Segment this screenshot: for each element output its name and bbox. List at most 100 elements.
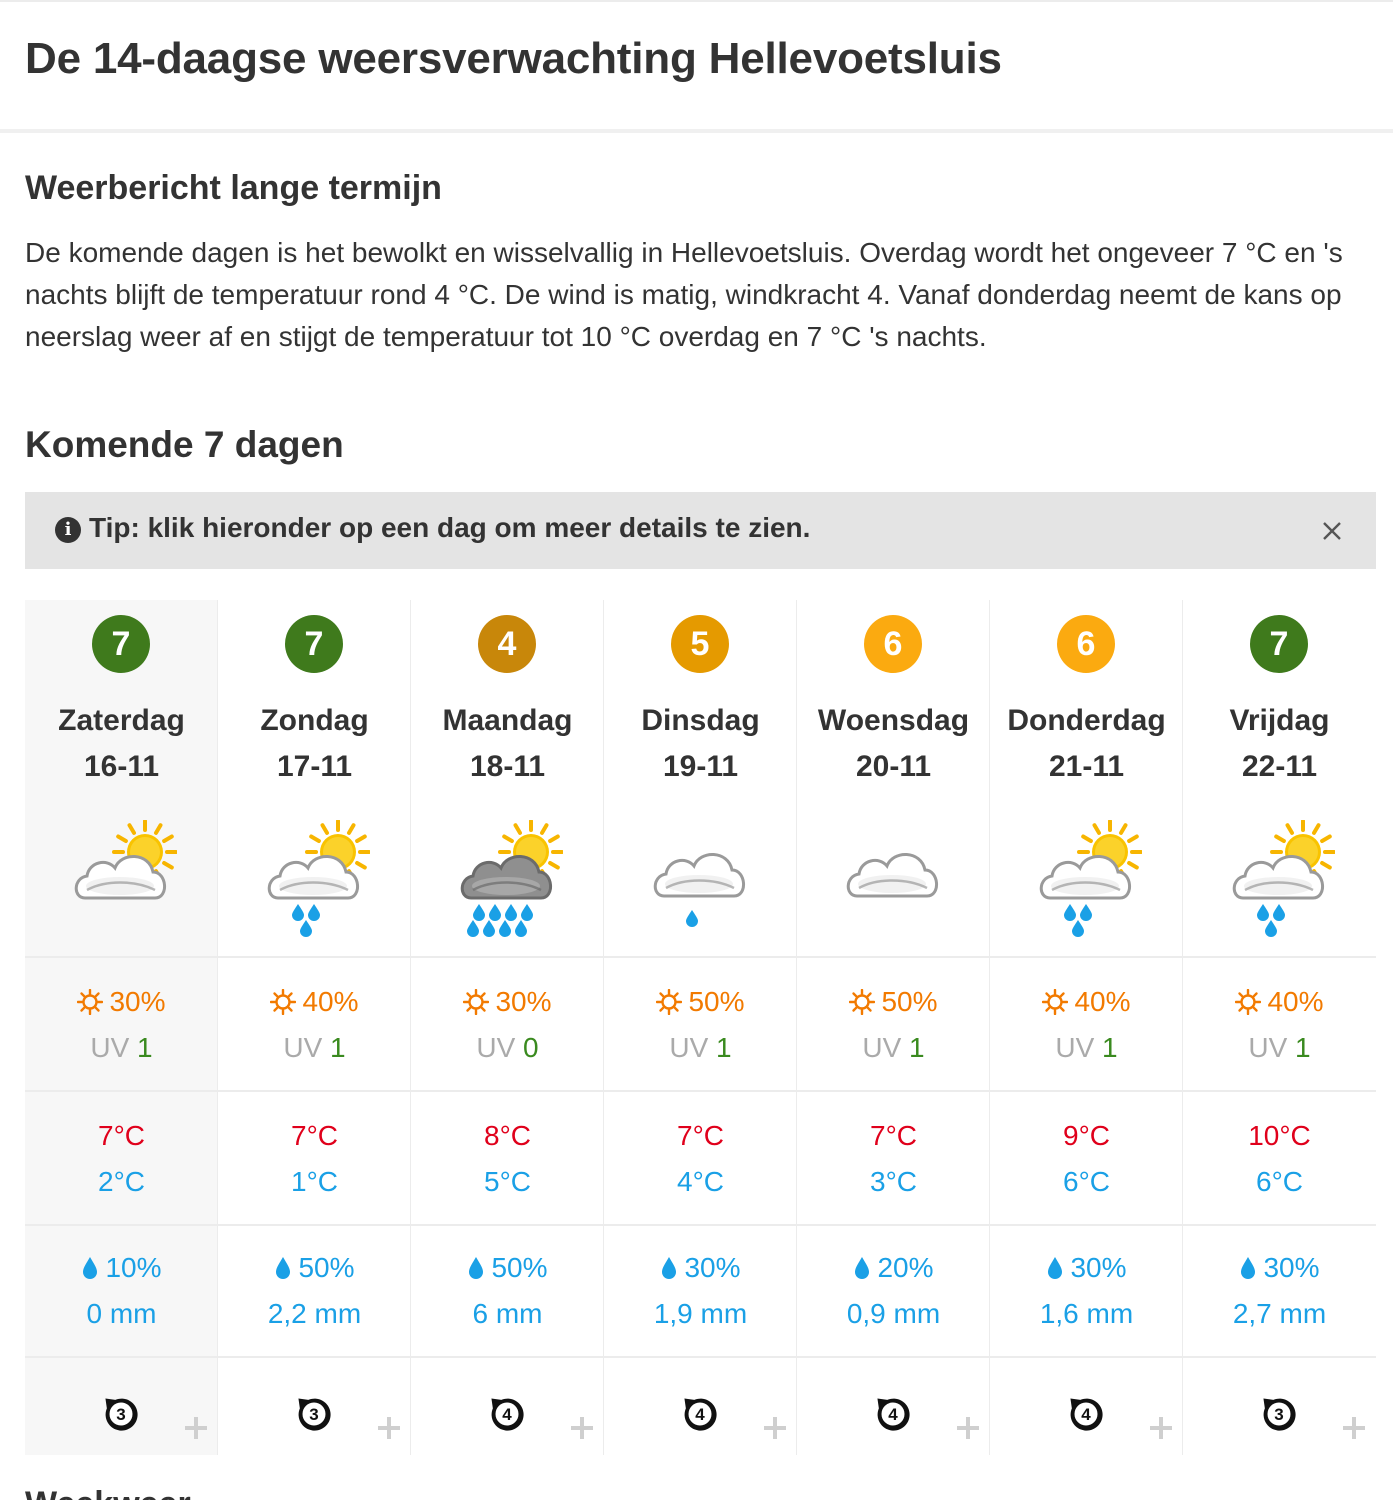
rain-amount: 2,7 mm bbox=[1232, 1298, 1327, 1329]
expand-plus-icon[interactable] bbox=[1148, 1415, 1174, 1441]
rain-chance: 20% bbox=[797, 1252, 990, 1284]
day-column[interactable]: 4 Maandag 18-11 30% UV 0 8°C 5°C 50% 6 m… bbox=[411, 600, 604, 1455]
uv-value: 1 bbox=[716, 1032, 732, 1063]
wind-direction-icon: 3 bbox=[97, 1390, 145, 1438]
sunshine-chance: 30% bbox=[25, 986, 218, 1018]
rain-chance: 50% bbox=[218, 1252, 411, 1284]
top-border bbox=[0, 0, 1393, 2]
sunshine-chance: 40% bbox=[1183, 986, 1376, 1018]
raindrop bbox=[489, 904, 501, 921]
droplet-icon bbox=[855, 1257, 870, 1279]
day-column[interactable]: 6 Donderdag 21-11 40% UV 1 9°C 6°C 30% 1… bbox=[990, 600, 1183, 1455]
sunshine-value: 40% bbox=[1074, 986, 1131, 1017]
sunshine-value: 50% bbox=[688, 986, 745, 1017]
day-date: 22-11 bbox=[1241, 750, 1318, 783]
raindrop bbox=[686, 910, 698, 927]
expand-plus-icon[interactable] bbox=[376, 1415, 402, 1441]
rain-chance-value: 50% bbox=[491, 1252, 548, 1283]
day-column[interactable]: 7 Vrijdag 22-11 40% UV 1 10°C 6°C 30% 2,… bbox=[1183, 600, 1376, 1455]
raindrop bbox=[521, 904, 533, 921]
rain-chance: 30% bbox=[990, 1252, 1183, 1284]
wind-direction-icon: 3 bbox=[1255, 1390, 1303, 1438]
day-date: 18-11 bbox=[469, 750, 546, 783]
weather-score-badge: 6 bbox=[1057, 615, 1115, 673]
cloud-shape bbox=[846, 853, 938, 898]
day-name: Dinsdag bbox=[641, 704, 760, 737]
rain-chance-value: 30% bbox=[1070, 1252, 1127, 1283]
dark-cloud-rain-icon bbox=[453, 819, 564, 940]
wind-direction-icon: 4 bbox=[483, 1390, 531, 1438]
expand-plus-icon[interactable] bbox=[1341, 1415, 1367, 1441]
row-divider bbox=[25, 1224, 218, 1226]
cloud-shape bbox=[267, 855, 359, 900]
droplet-icon bbox=[276, 1257, 291, 1279]
raindrop bbox=[1257, 904, 1269, 921]
uv-index: UV 1 bbox=[797, 1032, 990, 1064]
raindrop bbox=[515, 920, 527, 937]
day-name: Donderdag bbox=[1007, 704, 1166, 737]
sunshine-chance: 40% bbox=[990, 986, 1183, 1018]
uv-value: 1 bbox=[909, 1032, 925, 1063]
expand-plus-icon[interactable] bbox=[569, 1415, 595, 1441]
weather-score-badge: 5 bbox=[671, 615, 729, 673]
weather-score-badge: 6 bbox=[864, 615, 922, 673]
temp-min: 4°C bbox=[677, 1166, 724, 1197]
row-divider bbox=[604, 1224, 797, 1226]
row-divider bbox=[25, 956, 218, 958]
uv-index: UV 1 bbox=[990, 1032, 1183, 1064]
raindrop bbox=[1064, 904, 1076, 921]
droplet-icon bbox=[469, 1257, 484, 1279]
expand-plus-icon[interactable] bbox=[955, 1415, 981, 1441]
rain-chance: 30% bbox=[1183, 1252, 1376, 1284]
rain-amount: 2,2 mm bbox=[267, 1298, 362, 1329]
temp-max: 7°C bbox=[870, 1120, 917, 1151]
raindrop bbox=[308, 904, 320, 921]
raindrop bbox=[499, 920, 511, 937]
row-divider bbox=[411, 1224, 604, 1226]
uv-value: 0 bbox=[523, 1032, 539, 1063]
sun-outline-icon bbox=[270, 988, 297, 1016]
days-title: Komende 7 dagen bbox=[25, 424, 344, 465]
day-column[interactable]: 6 Woensdag 20-11 50% UV 1 7°C 3°C 20% 0,… bbox=[797, 600, 990, 1455]
cloud-shape bbox=[460, 855, 552, 900]
svg-text:4: 4 bbox=[695, 1405, 705, 1424]
day-column[interactable]: 7 Zondag 17-11 40% UV 1 7°C 1°C 50% 2,2 … bbox=[218, 600, 411, 1455]
uv-value: 1 bbox=[1102, 1032, 1118, 1063]
uv-value: 1 bbox=[330, 1032, 346, 1063]
temp-min: 6°C bbox=[1256, 1166, 1303, 1197]
row-divider bbox=[1183, 1356, 1376, 1358]
expand-plus-icon[interactable] bbox=[762, 1415, 788, 1441]
uv-label: UV bbox=[1055, 1032, 1095, 1063]
day-column[interactable]: 7 Zaterdag 16-11 30% UV 1 7°C 2°C 10% 0 … bbox=[25, 600, 218, 1455]
sun-outline-icon bbox=[1235, 988, 1262, 1016]
day-name: Zaterdag bbox=[58, 704, 185, 737]
droplet-icon bbox=[662, 1257, 677, 1279]
close-icon[interactable] bbox=[1321, 520, 1343, 542]
rain-chance-value: 20% bbox=[877, 1252, 934, 1283]
day-column[interactable]: 5 Dinsdag 19-11 50% UV 1 7°C 4°C 30% 1,9… bbox=[604, 600, 797, 1455]
droplet-icon bbox=[83, 1257, 98, 1279]
expand-plus-icon[interactable] bbox=[183, 1415, 209, 1441]
temp-max: 7°C bbox=[291, 1120, 338, 1151]
rain-amount: 6 mm bbox=[472, 1298, 543, 1329]
sunshine-value: 30% bbox=[495, 986, 552, 1017]
raindrop bbox=[505, 904, 517, 921]
day-date: 20-11 bbox=[855, 750, 932, 783]
uv-label: UV bbox=[283, 1032, 323, 1063]
rain-chance: 10% bbox=[25, 1252, 218, 1284]
sun-outline-icon bbox=[656, 988, 683, 1016]
cloud-icon bbox=[839, 820, 949, 940]
row-divider bbox=[604, 1356, 797, 1358]
rain-amount: 1,6 mm bbox=[1039, 1298, 1134, 1329]
cloud-shape bbox=[1039, 855, 1131, 900]
day-date: 21-11 bbox=[1048, 750, 1125, 783]
row-divider bbox=[411, 1356, 604, 1358]
sunshine-value: 40% bbox=[302, 986, 359, 1017]
uv-label: UV bbox=[862, 1032, 902, 1063]
temp-max: 7°C bbox=[677, 1120, 724, 1151]
droplet-icon bbox=[1048, 1257, 1063, 1279]
row-divider bbox=[411, 1090, 604, 1092]
sunshine-value: 30% bbox=[109, 986, 166, 1017]
row-divider bbox=[25, 1090, 218, 1092]
cloud-shape bbox=[1232, 855, 1324, 900]
